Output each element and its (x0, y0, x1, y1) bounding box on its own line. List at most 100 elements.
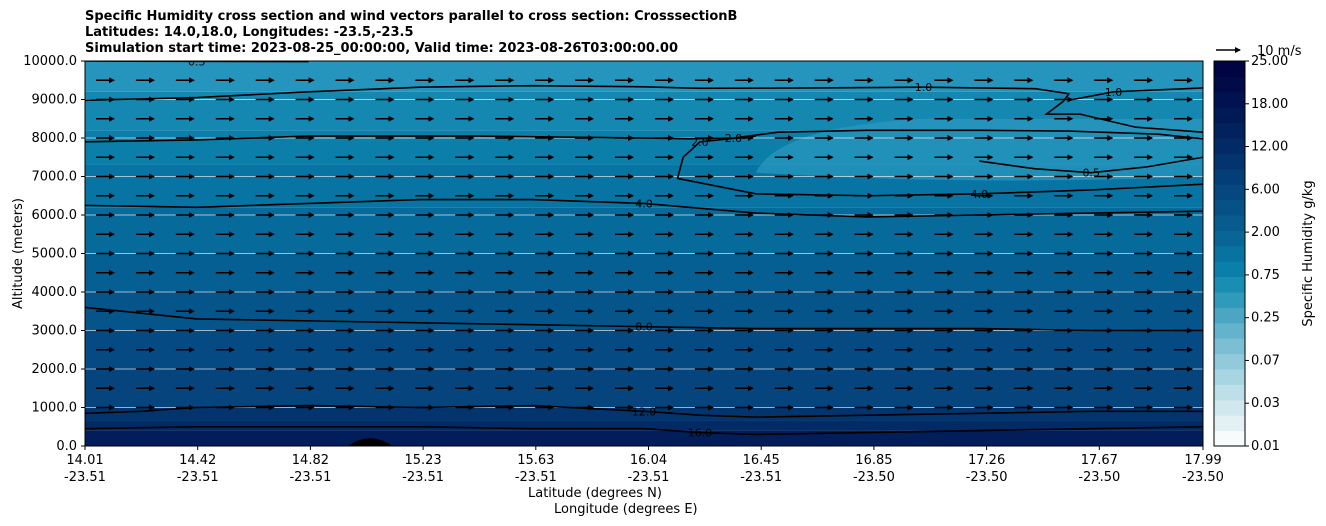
colorbar-segment (1214, 399, 1245, 416)
colorbar-tick-label: 18.00 (1251, 97, 1288, 112)
x-tick-label-lat: 14.01 (66, 453, 103, 468)
chart-title-line-1: Specific Humidity cross section and wind… (85, 9, 738, 24)
x-tick-label-lat: 17.26 (968, 453, 1005, 468)
humidity-band (85, 430, 1203, 446)
contour-label: 1.0 (915, 81, 933, 94)
y-tick-label: 8000.0 (32, 131, 78, 146)
x-tick-label-lon: -23.51 (177, 470, 219, 485)
x-axis-label-longitude: Longitude (degrees E) (554, 502, 698, 517)
contour-line (85, 84, 1203, 134)
colorbar-tick-label: 0.03 (1251, 396, 1280, 411)
humidity-band (85, 407, 1203, 421)
x-tick-label-lat: 16.85 (855, 453, 892, 468)
colorbar-segment (1214, 415, 1245, 432)
contour-line (677, 177, 1203, 197)
colorbar-segment (1214, 184, 1245, 201)
contour-line (85, 306, 1203, 332)
x-tick-label-lat: 14.82 (292, 453, 329, 468)
humidity-band (85, 369, 1203, 408)
y-tick-label: 2000.0 (32, 362, 78, 377)
colorbar-tick-label: 2.00 (1251, 225, 1280, 240)
contour-label: 0.5 (188, 55, 206, 68)
x-tick-label-lon: -23.51 (628, 470, 670, 485)
colorbar-segment (1214, 276, 1245, 293)
y-tick-label: 3000.0 (32, 324, 78, 339)
contour-label: 1.0 (1105, 86, 1123, 99)
contour-label: 16.0 (688, 427, 713, 440)
colorbar-segment (1214, 384, 1245, 401)
colorbar-segment (1214, 369, 1245, 385)
contour-label: 4.0 (971, 188, 989, 201)
colorbar-tick-label: 6.00 (1251, 182, 1280, 197)
colorbar-tick-label: 0.01 (1251, 439, 1280, 454)
x-tick-label-lon: -23.50 (853, 470, 895, 485)
plot-area: 0.51.0 1.02.02.00.54.04.08.012.016.0 (85, 55, 1203, 446)
contour-line (676, 135, 756, 179)
colorbar-segment (1214, 199, 1245, 216)
x-axis-label-latitude: Latitude (degrees N) (528, 486, 662, 501)
colorbar-segment (1214, 322, 1245, 339)
contour-line (85, 404, 1203, 418)
colorbar-segment (1214, 261, 1245, 278)
x-tick-label-lon: -23.51 (402, 470, 444, 485)
colorbar-segment (1214, 138, 1245, 154)
y-tick-label: 5000.0 (32, 247, 78, 262)
contour-label: 4.0 (635, 197, 653, 210)
humidity-band (85, 253, 1203, 292)
x-tick-label-lat: 16.04 (630, 453, 667, 468)
colorbar-segment (1214, 307, 1245, 324)
y-tick-label: 0.0 (56, 439, 77, 454)
colorbar-segment (1214, 245, 1245, 262)
y-tick-label: 4000.0 (32, 285, 78, 300)
y-tick-label: 1000.0 (32, 401, 78, 416)
y-tick-label: 9000.0 (32, 93, 78, 108)
x-tick-label-lon: -23.50 (1182, 470, 1224, 485)
humidity-band (85, 330, 1203, 369)
x-tick-label-lon: -23.51 (740, 470, 782, 485)
chart-title-line-3: Simulation start time: 2023-08-25_00:00:… (85, 41, 678, 56)
x-tick-label-lon: -23.51 (64, 470, 106, 485)
y-axis-label: Altitude (meters) (11, 198, 26, 309)
colorbar-segment (1214, 61, 1245, 77)
colorbar-tick-label: 25.00 (1251, 54, 1288, 69)
wind-reference-label: 10 m/s (1257, 44, 1302, 59)
contour-line (85, 198, 1203, 218)
colorbar-frame (1213, 60, 1246, 447)
x-tick-label-lon: -23.50 (966, 470, 1008, 485)
chart-title-line-2: Latitudes: 14.0,18.0, Longitudes: -23.5,… (85, 25, 414, 40)
humidity-band (85, 420, 1203, 431)
colorbar-label: Specific Humidity g/kg (1301, 180, 1316, 326)
contour-label: 12.0 (632, 405, 657, 418)
colorbar-segment (1214, 338, 1245, 355)
colorbar-segment (1214, 107, 1245, 124)
terrain-profile (347, 438, 393, 446)
x-tick-label-lat: 17.99 (1184, 453, 1221, 468)
colorbar-segment (1214, 353, 1245, 370)
colorbar-segment (1214, 168, 1245, 185)
colorbar-tick-label: 0.75 (1251, 268, 1280, 283)
contour-line (1068, 87, 1203, 102)
x-tick-label-lat: 14.42 (179, 453, 216, 468)
contour-label: 8.0 (635, 321, 653, 334)
colorbar-segment (1214, 122, 1245, 139)
colorbar-tick-label: 0.07 (1251, 353, 1280, 368)
colorbar-tick-label: 0.25 (1251, 311, 1280, 326)
contour-line (979, 156, 1203, 174)
y-tick-label: 6000.0 (32, 208, 78, 223)
contour-label: 2.0 (691, 136, 709, 149)
y-tick-label: 7000.0 (32, 170, 78, 185)
x-tick-label-lat: 16.45 (743, 453, 780, 468)
contour-line (85, 425, 1203, 436)
dry-pocket-region (755, 118, 1203, 181)
colorbar-segment (1214, 215, 1245, 231)
x-tick-label-lon: -23.51 (515, 470, 557, 485)
colorbar-segment (1214, 76, 1245, 93)
colorbar-segment (1214, 430, 1245, 447)
colorbar-segment (1214, 230, 1245, 247)
colorbar-segment (1214, 91, 1245, 108)
x-tick-label-lat: 15.23 (404, 453, 441, 468)
colorbar-segment (1214, 153, 1245, 170)
x-tick-label-lon: -23.51 (289, 470, 331, 485)
